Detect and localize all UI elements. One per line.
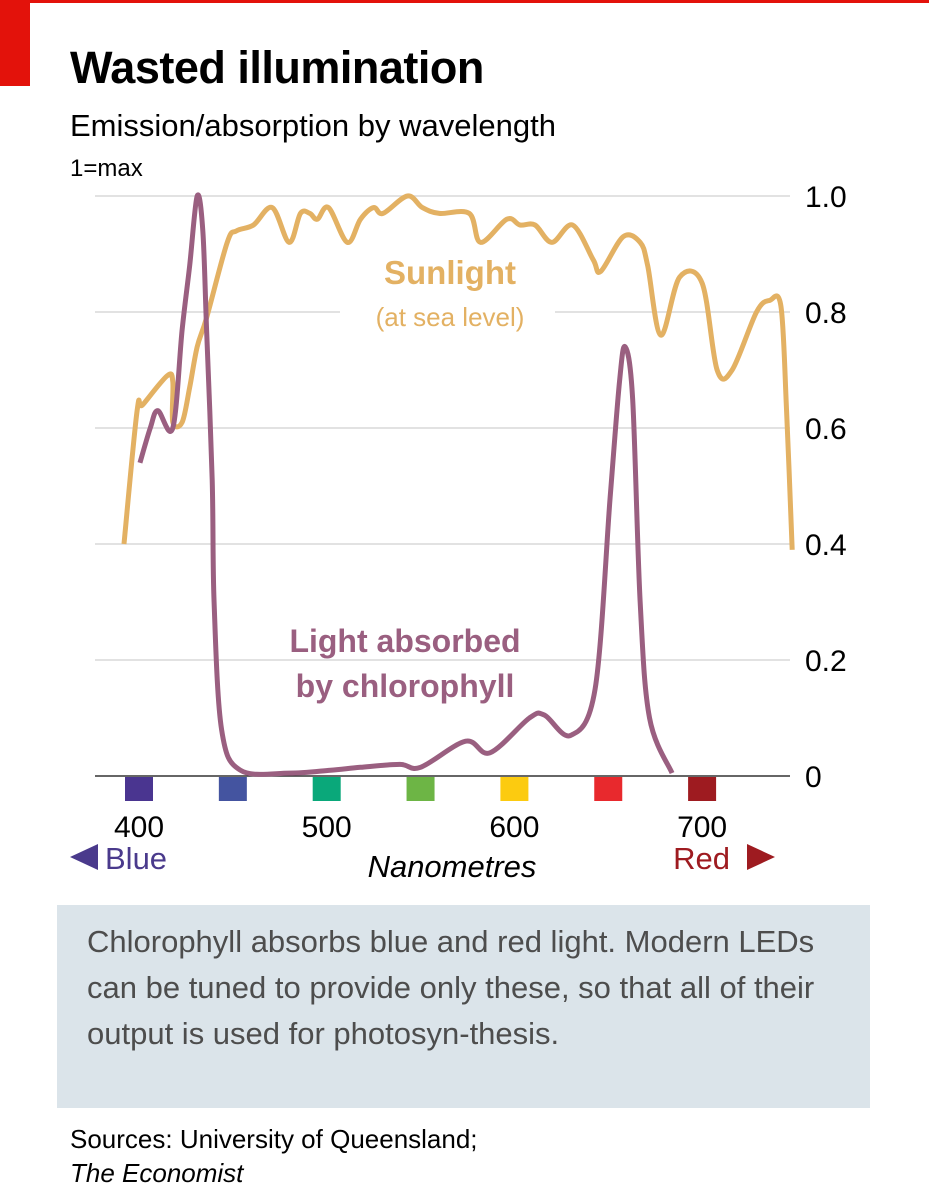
chart: 0 0.2 0.4 0.6 0.8 1.0 400 500 600 700 Sunlight (a… [70,181,847,884]
red-end-label: Red [673,841,730,876]
x-tick-label: 700 [677,811,727,844]
unit-note: 1=max [70,155,143,182]
y-tick-label: 0.6 [805,413,847,446]
accent-tag [0,0,30,86]
x-axis-label: Nanometres [368,849,537,884]
x-tick-label: 400 [114,811,164,844]
spectrum-swatch [594,777,623,801]
sunlight-label: Sunlight [384,254,516,291]
chlorophyll-line [137,192,675,777]
sources-publisher: The Economist [70,1158,244,1188]
left-arrow-icon [70,844,98,870]
spectrum-swatch [406,777,435,801]
y-tick-label: 0.4 [805,529,847,562]
chlorophyll-label-line1: Light absorbed [289,623,520,659]
spectrum-swatch [500,777,529,801]
right-arrow-icon [747,844,775,870]
x-tick-label: 500 [302,811,352,844]
spectrum-swatch [125,777,153,801]
chlorophyll-label-line2: by chlorophyll [296,668,515,704]
x-tick-label: 600 [489,811,539,844]
top-accent-line [0,0,929,3]
y-tick-label: 0.8 [805,297,847,330]
chart-title: Wasted illumination [70,42,484,93]
spectrum-swatch [688,777,717,801]
sunlight-line [121,193,795,550]
chart-subtitle: Emission/absorption by wavelength [70,108,556,143]
spectrum-swatch [312,777,341,801]
spectrum-swatch [218,777,247,801]
y-tick-label: 1.0 [805,181,847,214]
annotation-box: Chlorophyll absorbs blue and red light. … [57,905,870,1108]
sunlight-sublabel: (at sea level) [376,302,525,332]
y-tick-label: 0.2 [805,645,847,678]
y-tick-label: 0 [805,761,822,794]
sources-line: Sources: University of Queensland; [70,1124,478,1154]
blue-end-label: Blue [105,841,167,876]
